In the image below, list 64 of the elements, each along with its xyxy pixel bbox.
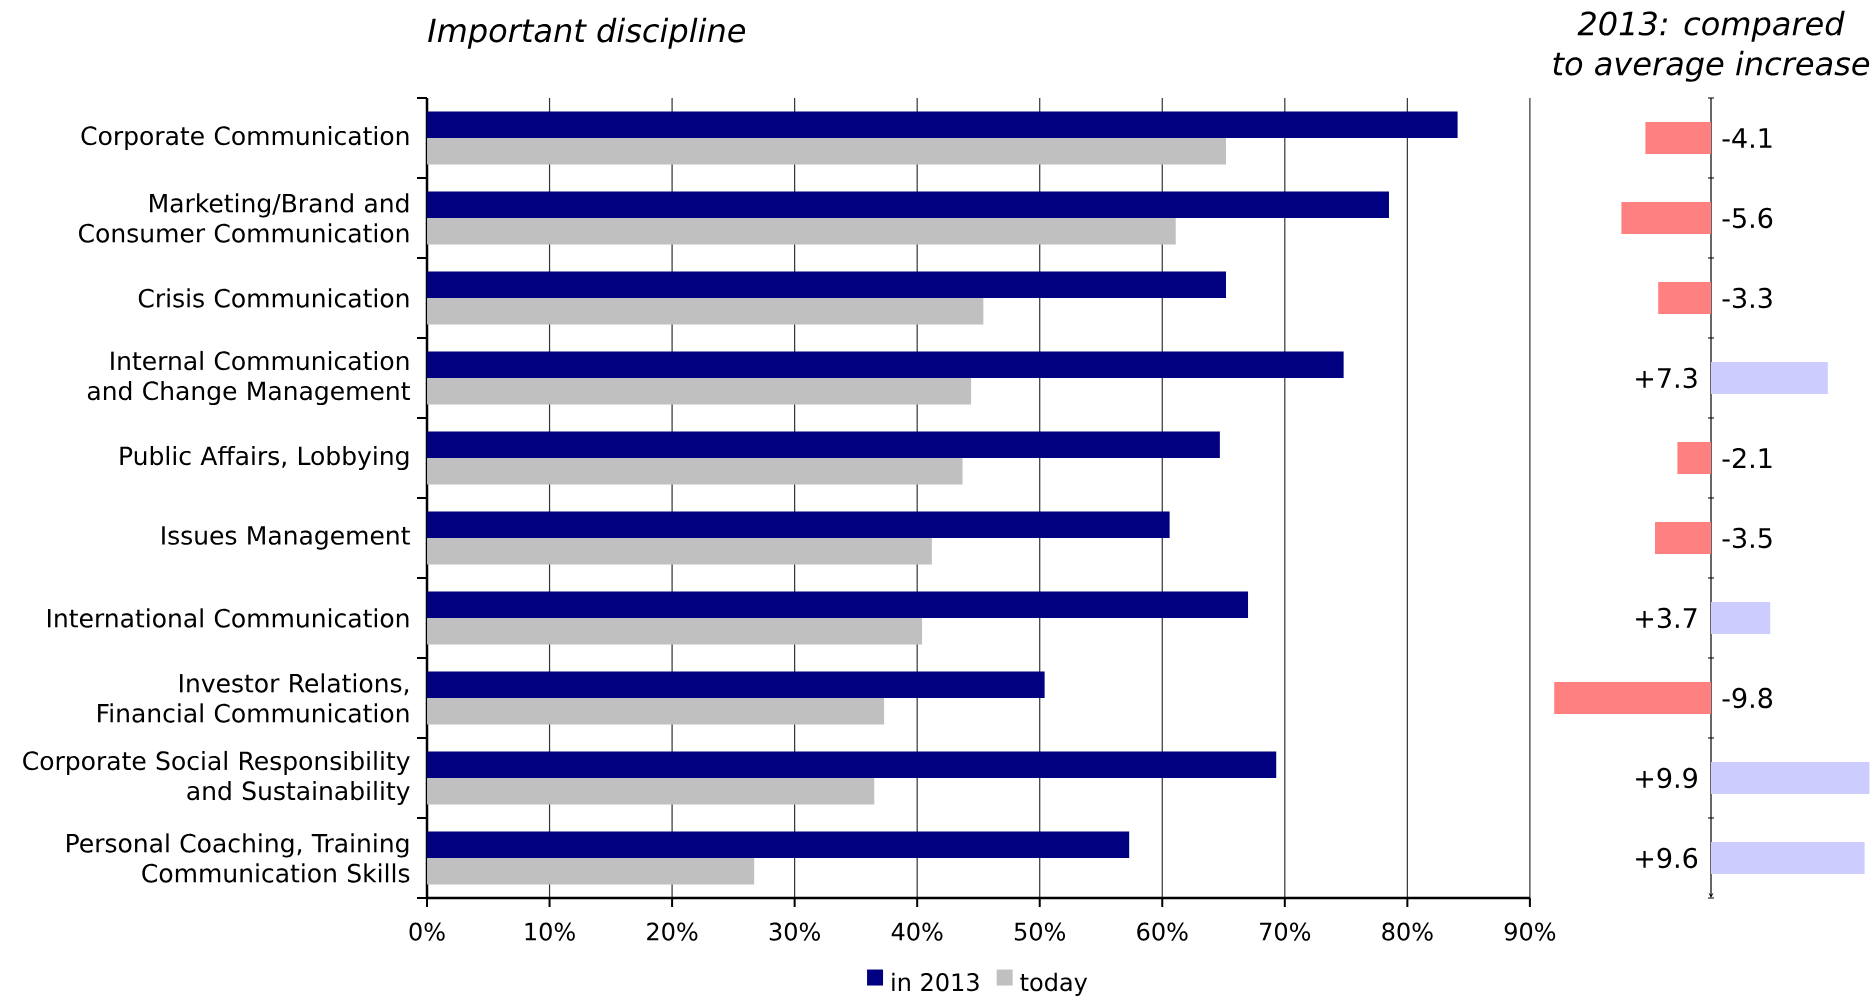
bar [427,778,875,805]
y-tick-label: Personal Coaching, Training Communication Skills [67,833,410,883]
x-tick-label: 10% [525,922,575,941]
data-label: -3.3 [1722,287,1772,309]
y-tick-label: Internal Communication and Change Management [87,350,410,406]
bar [1645,121,1712,154]
data-label: -9.8 [1722,687,1773,709]
bar [1711,762,1870,794]
bar [427,537,932,565]
bar [427,831,1130,858]
bar [427,671,1045,698]
y-tick-label: Public Affairs, Lobbying [120,445,409,471]
bar [1658,281,1712,314]
bar [427,137,1226,165]
bar [1711,362,1828,394]
bar [1677,441,1712,474]
x-tick-label: 80% [1382,922,1433,941]
x-tick-label: 60% [1137,922,1188,941]
chart-title: Important discipline [428,17,746,49]
bar [427,751,1277,778]
bar [427,618,923,645]
data-label: -3.5 [1722,527,1772,549]
chart-title: 2013: compared to average increase [1553,10,1870,82]
bar [427,351,1344,378]
x-tick-label: 50% [1014,922,1066,941]
y-tick-label: Corporate Social Responsibility and Sustainability [23,750,410,806]
data-label: +3.7 [1636,607,1697,629]
y-tick-label: Corporate Communication [81,125,409,151]
bar [427,378,972,405]
bar [427,191,1389,218]
data-label: -2.1 [1722,447,1772,469]
x-tick-label: 20% [647,922,698,941]
x-tick-label: 30% [769,922,820,941]
y-tick-label: Issues Management [162,526,410,550]
bar [427,591,1249,618]
bar [1711,842,1865,874]
bar [427,458,963,485]
bar [427,511,1170,538]
x-tick-label: 70% [1260,922,1311,941]
bar [1621,201,1712,234]
x-tick-label: 90% [1504,922,1556,941]
bar [427,298,984,325]
data-label: +9.6 [1636,847,1698,869]
data-label: +7.3 [1636,367,1697,389]
y-tick-label: Investor Relations, Financial Communication [98,673,409,723]
bar [427,858,755,885]
bar [1711,601,1771,634]
y-tick-label: Crisis Communication [138,288,409,308]
bar [427,217,1176,245]
x-tick-label: 0% [409,922,445,941]
bar [1554,682,1712,714]
bar [427,271,1226,298]
bar [427,431,1220,458]
bar [1655,521,1712,554]
legend-label: in 2013 [892,972,979,992]
bar [427,111,1458,138]
data-label: -5.6 [1722,207,1773,229]
data-label: -4.1 [1722,128,1772,148]
bar [427,698,885,725]
x-tick-label: 40% [891,922,943,941]
legend-label: today [1020,972,1088,996]
y-tick-label: International Communication [47,608,409,628]
y-tick-label: Marketing/Brand and Consumer Communication [79,193,409,243]
data-label: +9.9 [1636,767,1697,789]
